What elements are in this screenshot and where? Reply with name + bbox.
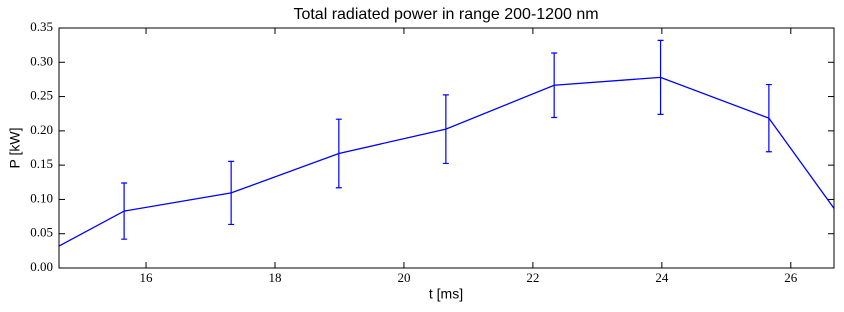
x-tick-label: 16 — [140, 270, 154, 285]
y-tick-label: 0.05 — [30, 225, 53, 240]
x-tick-label: 18 — [268, 270, 281, 285]
x-tick-label: 24 — [655, 270, 669, 285]
chart-title: Total radiated power in range 200-1200 n… — [293, 6, 598, 23]
y-tick-label: 0.10 — [30, 190, 53, 205]
y-tick-label: 0.15 — [30, 156, 53, 171]
y-tick-label: 0.35 — [30, 19, 53, 34]
x-tick-label: 26 — [784, 270, 798, 285]
error-bar — [657, 39, 664, 115]
x-tick-label: 20 — [397, 270, 410, 285]
y-axis-label: P [kW] — [7, 128, 23, 169]
y-tick-label: 0.00 — [30, 259, 53, 274]
error-bar — [228, 160, 235, 226]
y-tick-label: 0.25 — [30, 88, 53, 103]
error-bar — [121, 182, 128, 240]
error-bar — [442, 94, 449, 165]
plot-frame — [58, 27, 835, 269]
y-tick-label: 0.20 — [30, 122, 53, 137]
error-bar — [335, 118, 342, 189]
x-axis-label: t [ms] — [429, 286, 463, 302]
error-bar — [551, 52, 558, 119]
error-bar — [765, 83, 772, 153]
y-tick-label: 0.30 — [30, 53, 53, 68]
x-tick-label: 22 — [526, 270, 539, 285]
